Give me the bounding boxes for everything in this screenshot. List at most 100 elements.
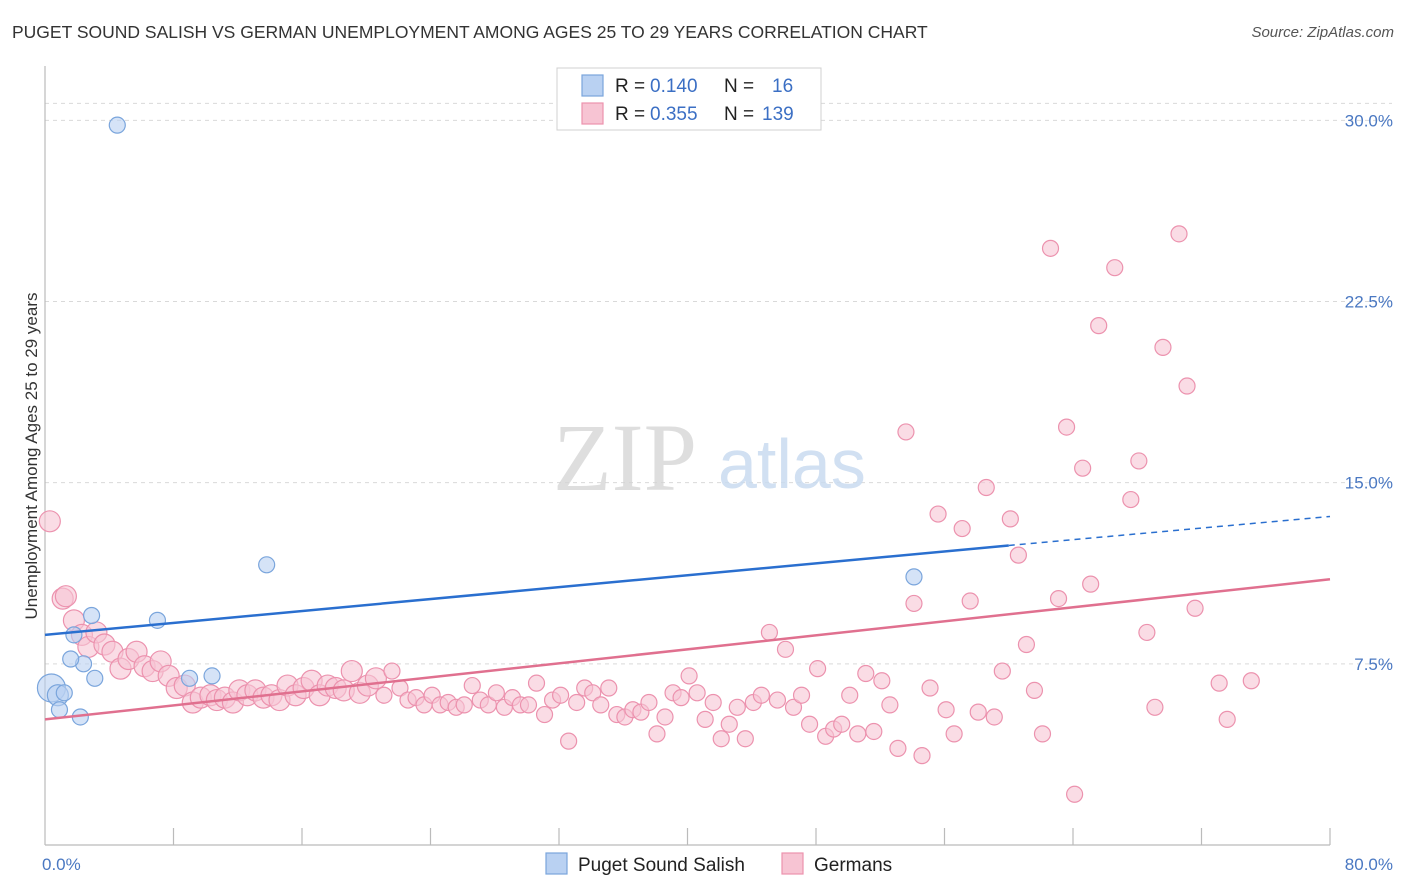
germans-point xyxy=(648,725,666,743)
source-label: Source: ZipAtlas.com xyxy=(1251,24,1394,41)
germans-point xyxy=(985,708,1003,726)
legend-r-value: 0.140 xyxy=(650,76,698,97)
bottom-legend-swatch-blue xyxy=(545,852,568,875)
germans-point xyxy=(487,684,505,702)
watermark-atlas: atlas xyxy=(718,425,866,503)
germans-point xyxy=(1017,635,1036,654)
germans-point xyxy=(364,667,387,690)
germans-point xyxy=(1090,317,1108,335)
germans-point xyxy=(1210,674,1228,692)
germans-point xyxy=(1082,575,1100,593)
germans-point xyxy=(760,623,779,642)
legend-n-label: N = xyxy=(724,104,754,125)
germans-point xyxy=(993,662,1011,680)
germans-point xyxy=(568,693,586,712)
germans-point xyxy=(977,478,995,497)
legend-n-label: N = xyxy=(724,76,754,97)
germans-point xyxy=(535,705,554,724)
germans-point xyxy=(913,747,931,765)
tick-labels: 7.5% 15.0% 22.5% 30.0% 0.0% 80.0% xyxy=(42,111,1393,874)
germans-point xyxy=(375,686,393,704)
germans-point xyxy=(712,730,730,748)
germans-point xyxy=(809,660,827,678)
puget-sound-salish-point xyxy=(180,669,199,687)
stats-legend: R = 0.140 N = 16 R = 0.355 N = 139 xyxy=(556,67,822,131)
germans-point xyxy=(873,672,891,690)
germans-point xyxy=(584,684,602,702)
puget-sound-salish-point xyxy=(86,669,104,687)
germans-trend-line xyxy=(44,578,1331,721)
series-legend: Puget Sound Salish Germans xyxy=(545,852,892,876)
axes xyxy=(44,66,1331,846)
germans-point xyxy=(792,686,811,704)
x-tick-label: 0.0% xyxy=(42,855,81,874)
germans-point xyxy=(1057,418,1076,436)
germans-point xyxy=(776,640,795,658)
germans-point xyxy=(600,679,618,697)
germans-point xyxy=(1130,452,1148,470)
germans-point xyxy=(1186,599,1204,617)
germans-point xyxy=(1242,672,1260,690)
chart-title: PUGET SOUND SALISH VS GERMAN UNEMPLOYMEN… xyxy=(12,22,928,42)
germans-point xyxy=(455,696,473,714)
puget-sound-salish-points xyxy=(36,116,923,726)
germans-point xyxy=(527,674,546,692)
germans-point xyxy=(1178,377,1196,395)
germans-point xyxy=(560,732,578,750)
legend-swatch-pink xyxy=(581,102,604,125)
germans-point xyxy=(696,710,714,728)
legend-r-label: R = xyxy=(615,104,645,125)
germans-point xyxy=(1025,681,1044,700)
watermark-zip: ZIP xyxy=(553,404,697,511)
germans-point xyxy=(768,691,787,709)
puget-sound-salish-point xyxy=(62,650,80,668)
germans-point xyxy=(1066,785,1084,803)
germans-point xyxy=(1001,510,1019,528)
x-tick-label: 80.0% xyxy=(1345,855,1393,874)
trend-lines xyxy=(44,515,1331,721)
germans-point xyxy=(1074,459,1092,477)
germans-point xyxy=(857,664,875,683)
germans-point xyxy=(736,730,754,748)
germans-point xyxy=(680,667,698,685)
germans-point xyxy=(552,686,570,704)
germans-point xyxy=(672,689,690,707)
puget-sound-salish-trend-line xyxy=(44,544,1009,637)
germans-point xyxy=(1122,490,1140,509)
germans-point xyxy=(945,725,963,743)
germans-point xyxy=(519,696,538,714)
germans-points xyxy=(38,225,1260,803)
germans-point xyxy=(720,715,738,733)
germans-point xyxy=(688,684,706,702)
germans-point xyxy=(1009,546,1027,564)
puget-sound-salish-trend-extension xyxy=(1008,515,1331,547)
germans-point xyxy=(1049,590,1068,608)
germans-point xyxy=(897,423,915,441)
y-axis-title: Unemployment Among Ages 25 to 29 years xyxy=(22,293,41,620)
puget-sound-salish-point xyxy=(65,626,83,644)
legend-swatch-blue xyxy=(581,74,604,97)
germans-point xyxy=(704,693,722,712)
puget-sound-salish-point xyxy=(258,556,276,574)
y-tick-label: 15.0% xyxy=(1345,474,1393,493)
germans-point xyxy=(961,592,979,610)
puget-sound-salish-point xyxy=(82,606,101,625)
germans-point xyxy=(905,594,923,613)
bottom-legend-label-blue: Puget Sound Salish xyxy=(578,855,745,876)
germans-point xyxy=(1138,623,1156,642)
puget-sound-salish-point xyxy=(50,701,69,719)
germans-point xyxy=(784,698,803,716)
germans-point xyxy=(1041,239,1060,257)
puget-sound-salish-point xyxy=(55,684,73,702)
puget-sound-salish-point xyxy=(203,667,221,685)
germans-point xyxy=(1146,698,1164,716)
germans-point xyxy=(889,739,907,757)
germans-point xyxy=(38,510,61,533)
bottom-legend-label-pink: Germans xyxy=(814,855,892,876)
watermark: ZIP atlas xyxy=(553,404,866,511)
germans-point xyxy=(937,701,955,719)
y-tick-label: 22.5% xyxy=(1345,292,1393,311)
y-tick-label: 7.5% xyxy=(1354,655,1393,674)
germans-point xyxy=(1218,710,1236,728)
germans-point xyxy=(1154,338,1172,356)
